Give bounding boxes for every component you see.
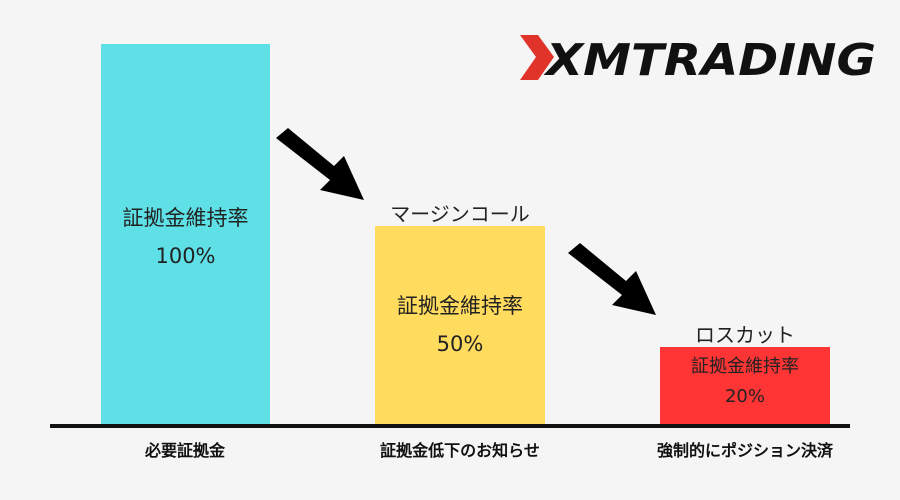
bar3-percent: 20%	[724, 386, 765, 407]
axis-label-margin-notice: 証拠金低下のお知らせ	[380, 441, 540, 460]
arrow-down-right-icon	[276, 128, 364, 200]
arrow-down-right-icon	[568, 243, 656, 315]
bar-loss-cut: 証拠金維持率 20%	[660, 347, 830, 427]
bar1-percent: 100%	[155, 244, 216, 268]
bar1-label: 証拠金維持率	[122, 206, 249, 230]
margin-call-label: マージンコール	[390, 202, 530, 226]
xmtrading-logo: XMTRADING	[520, 35, 876, 85]
bar2-percent: 50%	[436, 332, 484, 356]
bar3-label: 証拠金維持率	[691, 356, 799, 377]
bar2-label: 証拠金維持率	[397, 294, 523, 318]
baseline	[50, 424, 850, 428]
bar-margin-call: 証拠金維持率 50%	[375, 226, 545, 427]
axis-label-required-margin: 必要証拠金	[144, 441, 225, 460]
loss-cut-label: ロスカット	[695, 323, 795, 347]
logo-text: XMTRADING	[543, 35, 876, 85]
bar-required-margin: 証拠金維持率 100%	[101, 44, 270, 427]
axis-label-forced-close: 強制的にポジション決済	[656, 441, 833, 460]
